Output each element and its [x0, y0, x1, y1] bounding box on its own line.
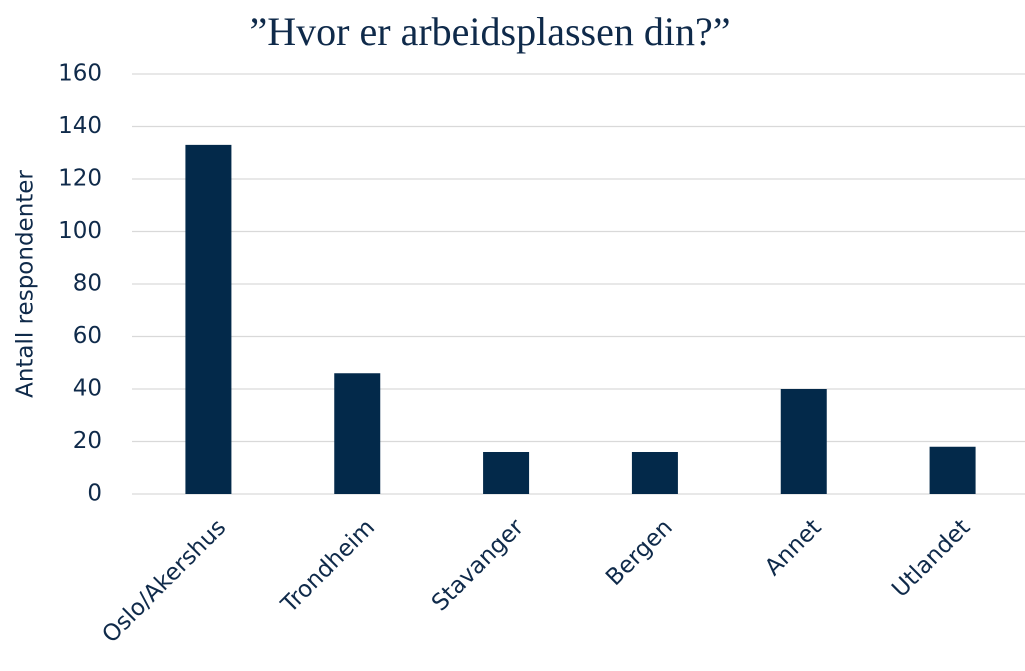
y-tick-label: 140: [58, 113, 102, 139]
x-tick-label: Trondheim: [276, 514, 380, 618]
y-tick-label: 40: [73, 376, 102, 402]
y-tick-label: 20: [73, 428, 102, 454]
y-tick-label: 100: [58, 218, 102, 244]
x-tick-label: Oslo/Akershus: [97, 514, 231, 648]
bar: [334, 373, 381, 494]
bar: [185, 144, 232, 494]
bar: [631, 452, 678, 494]
bar: [483, 452, 530, 494]
x-tick-label: Stavanger: [427, 514, 529, 616]
y-tick-label: 60: [73, 323, 102, 349]
x-tick-label: Utlandet: [887, 514, 975, 602]
y-axis-label: Antall respondenter: [13, 170, 39, 398]
y-tick-label: 120: [58, 166, 102, 192]
bar: [780, 389, 827, 494]
x-tick-label: Annet: [760, 514, 827, 581]
y-tick-label: 0: [87, 481, 102, 507]
y-tick-label: 160: [58, 61, 102, 87]
bar: [929, 446, 976, 494]
chart-title: ”Hvor er arbeidsplassen din?”: [250, 9, 731, 54]
x-tick-label: Bergen: [601, 514, 678, 591]
y-tick-label: 80: [73, 271, 102, 297]
